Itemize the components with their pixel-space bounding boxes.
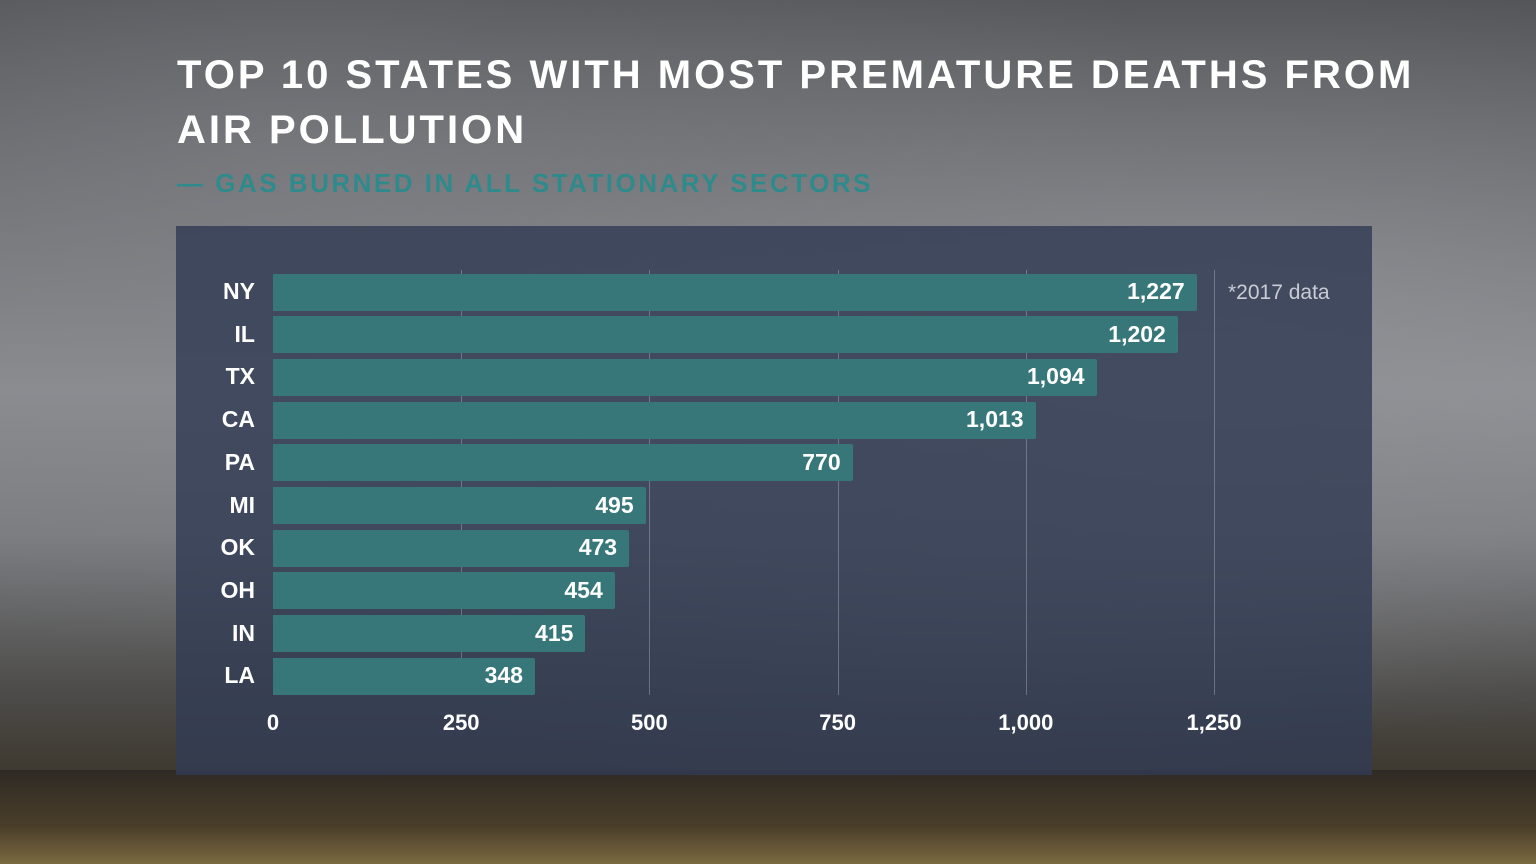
data-label: 348	[484, 662, 523, 689]
bar-in	[273, 615, 586, 653]
data-label: 473	[578, 534, 618, 561]
bar-ok	[273, 529, 630, 567]
gridline	[461, 270, 463, 695]
gridline	[1214, 270, 1215, 695]
gridline	[649, 270, 651, 695]
category-label: CA	[221, 406, 255, 433]
x-tick-label: 0	[266, 710, 280, 735]
x-tick-label: 1,000	[998, 710, 1054, 735]
category-label: TX	[225, 363, 255, 390]
data-note: *2017 data	[1228, 281, 1330, 304]
data-label: 1,202	[1108, 320, 1166, 347]
gridline	[1025, 270, 1027, 695]
data-label: 770	[802, 448, 841, 475]
category-label: OK	[220, 534, 256, 561]
data-label: 454	[564, 576, 603, 603]
chart-subtitle: — GAS BURNED IN ALL STATIONARY SECTORS	[177, 168, 873, 198]
bar-tx	[273, 358, 1097, 396]
chart-title: TOP 10 STATES WITH MOST PREMATURE DEATHS…	[177, 53, 1415, 152]
gridline	[837, 270, 839, 695]
data-label: 1,094	[1027, 363, 1085, 390]
background-ground	[0, 770, 1536, 864]
category-label: LA	[224, 662, 255, 689]
category-label: IL	[234, 320, 255, 347]
x-tick-label: 500	[631, 710, 668, 735]
x-tick-label: 750	[819, 710, 856, 735]
bar-ca	[273, 401, 1036, 439]
bar-ny	[273, 273, 1197, 311]
data-label: 1,227	[1127, 278, 1185, 304]
bar-mi	[273, 487, 646, 524]
category-label: MI	[229, 491, 255, 518]
data-label: 495	[595, 491, 634, 518]
category-label: IN	[232, 619, 255, 646]
data-label: 415	[535, 619, 574, 646]
category-label: OH	[220, 576, 256, 603]
bar-oh	[273, 572, 615, 610]
category-label: PA	[224, 448, 255, 475]
data-label: 1,013	[966, 406, 1024, 433]
bar-la	[273, 657, 535, 695]
bar-pa	[273, 444, 853, 482]
x-tick-label: 250	[442, 710, 480, 735]
x-tick-label: 1,250	[1186, 710, 1242, 735]
bar-il	[273, 316, 1178, 354]
category-label: NY	[223, 278, 255, 304]
